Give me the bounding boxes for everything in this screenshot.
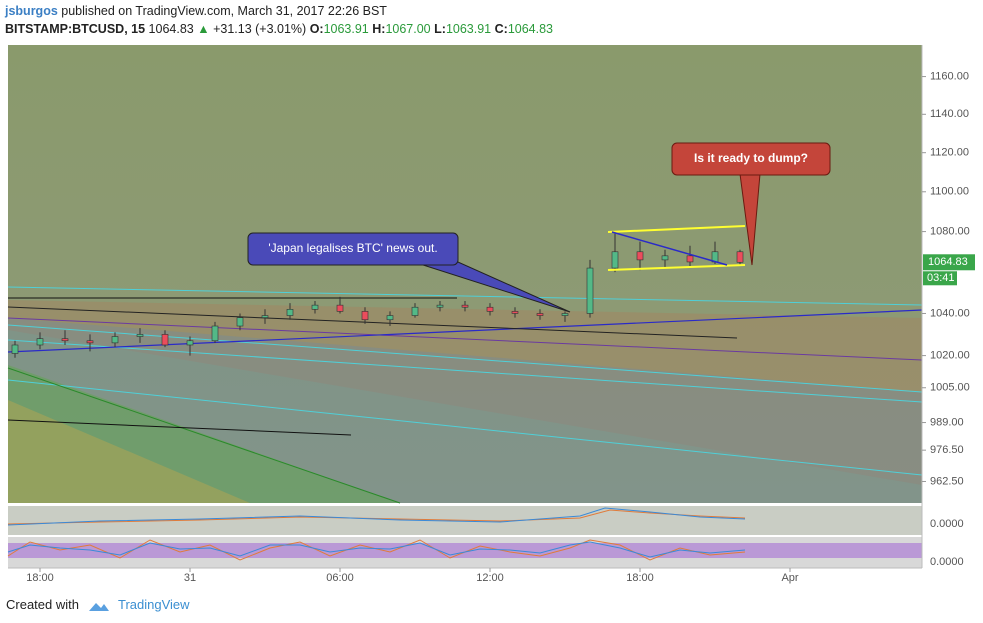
indicator-label: 0.0000 — [930, 556, 964, 568]
countdown: 03:41 — [927, 272, 955, 284]
trend-line — [7, 317, 923, 361]
callout-box — [671, 142, 831, 176]
ohlc-value: 1064.83 — [507, 22, 553, 36]
candle-body — [611, 251, 619, 269]
countdown-box — [923, 271, 957, 286]
trend-line — [7, 309, 923, 353]
trend-line — [7, 367, 401, 504]
candle-body — [561, 313, 569, 316]
fan-zone — [8, 365, 400, 503]
fan-zone — [8, 318, 922, 503]
candle-body — [736, 251, 744, 263]
candle-body — [61, 338, 69, 342]
candle-body — [111, 336, 119, 344]
trend-line — [7, 379, 923, 476]
candle-body — [161, 334, 169, 346]
price-label: 1064.83 — [928, 256, 968, 268]
candle-body — [411, 306, 419, 316]
y-tick-label: 1080.00 — [930, 225, 970, 237]
candle-body — [261, 315, 269, 318]
indicator-label: 0.0000 — [930, 518, 964, 530]
price-label-box — [923, 254, 975, 271]
ohlc-value: 1063.91 — [445, 22, 492, 36]
candle-body — [86, 340, 94, 344]
trend-line — [7, 419, 352, 436]
y-tick-label: 989.00 — [930, 416, 964, 428]
ohlc-value: 1063.91 — [323, 22, 369, 36]
candle-body — [536, 313, 544, 316]
trend-line — [7, 339, 923, 403]
header-line: jsburgos published on TradingView.com, M… — [5, 4, 387, 18]
ohlc: O:1063.91 H:1067.00 L:1063.91 C:1064.83 — [310, 22, 553, 36]
up-arrow: ▲ — [197, 22, 210, 36]
candle-body — [661, 255, 669, 261]
candle-body — [386, 315, 394, 321]
x-tick-label: 06:00 — [326, 572, 354, 584]
candle-body — [461, 304, 469, 308]
y-tick-label: 1020.00 — [930, 350, 970, 362]
x-tick-label: 18:00 — [26, 572, 54, 584]
created: Created with — [6, 597, 79, 612]
trend-line — [7, 286, 923, 306]
candle-body — [36, 338, 44, 346]
callout-box — [247, 232, 459, 266]
y-tick-label: 962.50 — [930, 475, 964, 487]
candle-body — [11, 344, 19, 354]
candle-body — [286, 309, 294, 316]
candle-body — [361, 311, 369, 321]
y-tick-label: 1040.00 — [930, 307, 970, 319]
ohlc-key: O: — [309, 22, 324, 36]
x-tick-label: 12:00 — [476, 572, 504, 584]
candle-body — [686, 255, 694, 263]
indicator-band — [8, 543, 922, 558]
channel-line — [607, 225, 746, 233]
trend-line — [7, 306, 738, 339]
indicator-line — [7, 541, 746, 558]
candles — [11, 233, 744, 358]
symbol: BITSTAMP:BTCUSD, 15 — [5, 22, 146, 36]
candle-body — [436, 304, 444, 308]
candle-body — [211, 325, 219, 342]
candle-body — [486, 306, 494, 312]
annotation: Is it ready to dump? — [694, 151, 808, 165]
chart: 'Japan legalises BTC' news out. Is it re… — [7, 45, 975, 584]
published: published on TradingView.com, March 31, … — [61, 4, 387, 18]
candle-body — [336, 304, 344, 312]
indicator-line — [7, 507, 746, 526]
last: 1064.83 — [148, 22, 194, 36]
brand[interactable]: TradingView — [118, 597, 190, 612]
candle-body — [586, 267, 594, 314]
y-tick-label: 1120.00 — [930, 147, 969, 159]
x-tick-label: 18:00 — [626, 572, 654, 584]
ohlc-key: C: — [494, 22, 508, 36]
channel-line — [607, 264, 746, 271]
author[interactable]: jsburgos — [5, 4, 58, 18]
fan-zone — [8, 300, 922, 485]
y-tick-label: 976.50 — [930, 444, 964, 456]
candle-body — [636, 251, 644, 261]
trend-line — [7, 324, 923, 393]
y-tick-label: 1005.00 — [930, 382, 970, 394]
candle-body — [136, 334, 144, 337]
trend-line — [611, 231, 728, 266]
symbol-line: BITSTAMP:BTCUSD, 15 1064.83 ▲ +31.13 (+3… — [5, 22, 553, 36]
candle-body — [511, 311, 519, 314]
x-tick-label: 31 — [184, 572, 196, 584]
candle-body — [186, 340, 194, 346]
fan-zone — [8, 400, 250, 503]
change: +31.13 (+3.01%) — [213, 22, 307, 36]
y-tick-label: 1100.00 — [930, 186, 969, 198]
logo — [88, 602, 109, 611]
candle-body — [236, 317, 244, 327]
y-tick-label: 1140.00 — [930, 108, 969, 120]
footer: Created with TradingView — [6, 597, 190, 613]
x-tick-label: Apr — [781, 572, 798, 584]
ohlc-value: 1067.00 — [385, 22, 431, 36]
candle-body — [311, 304, 319, 310]
ohlc-key: L: — [434, 22, 446, 36]
annotation: 'Japan legalises BTC' news out. — [268, 241, 437, 255]
y-tick-label: 1160.00 — [930, 70, 969, 82]
ohlc-key: H: — [372, 22, 386, 36]
